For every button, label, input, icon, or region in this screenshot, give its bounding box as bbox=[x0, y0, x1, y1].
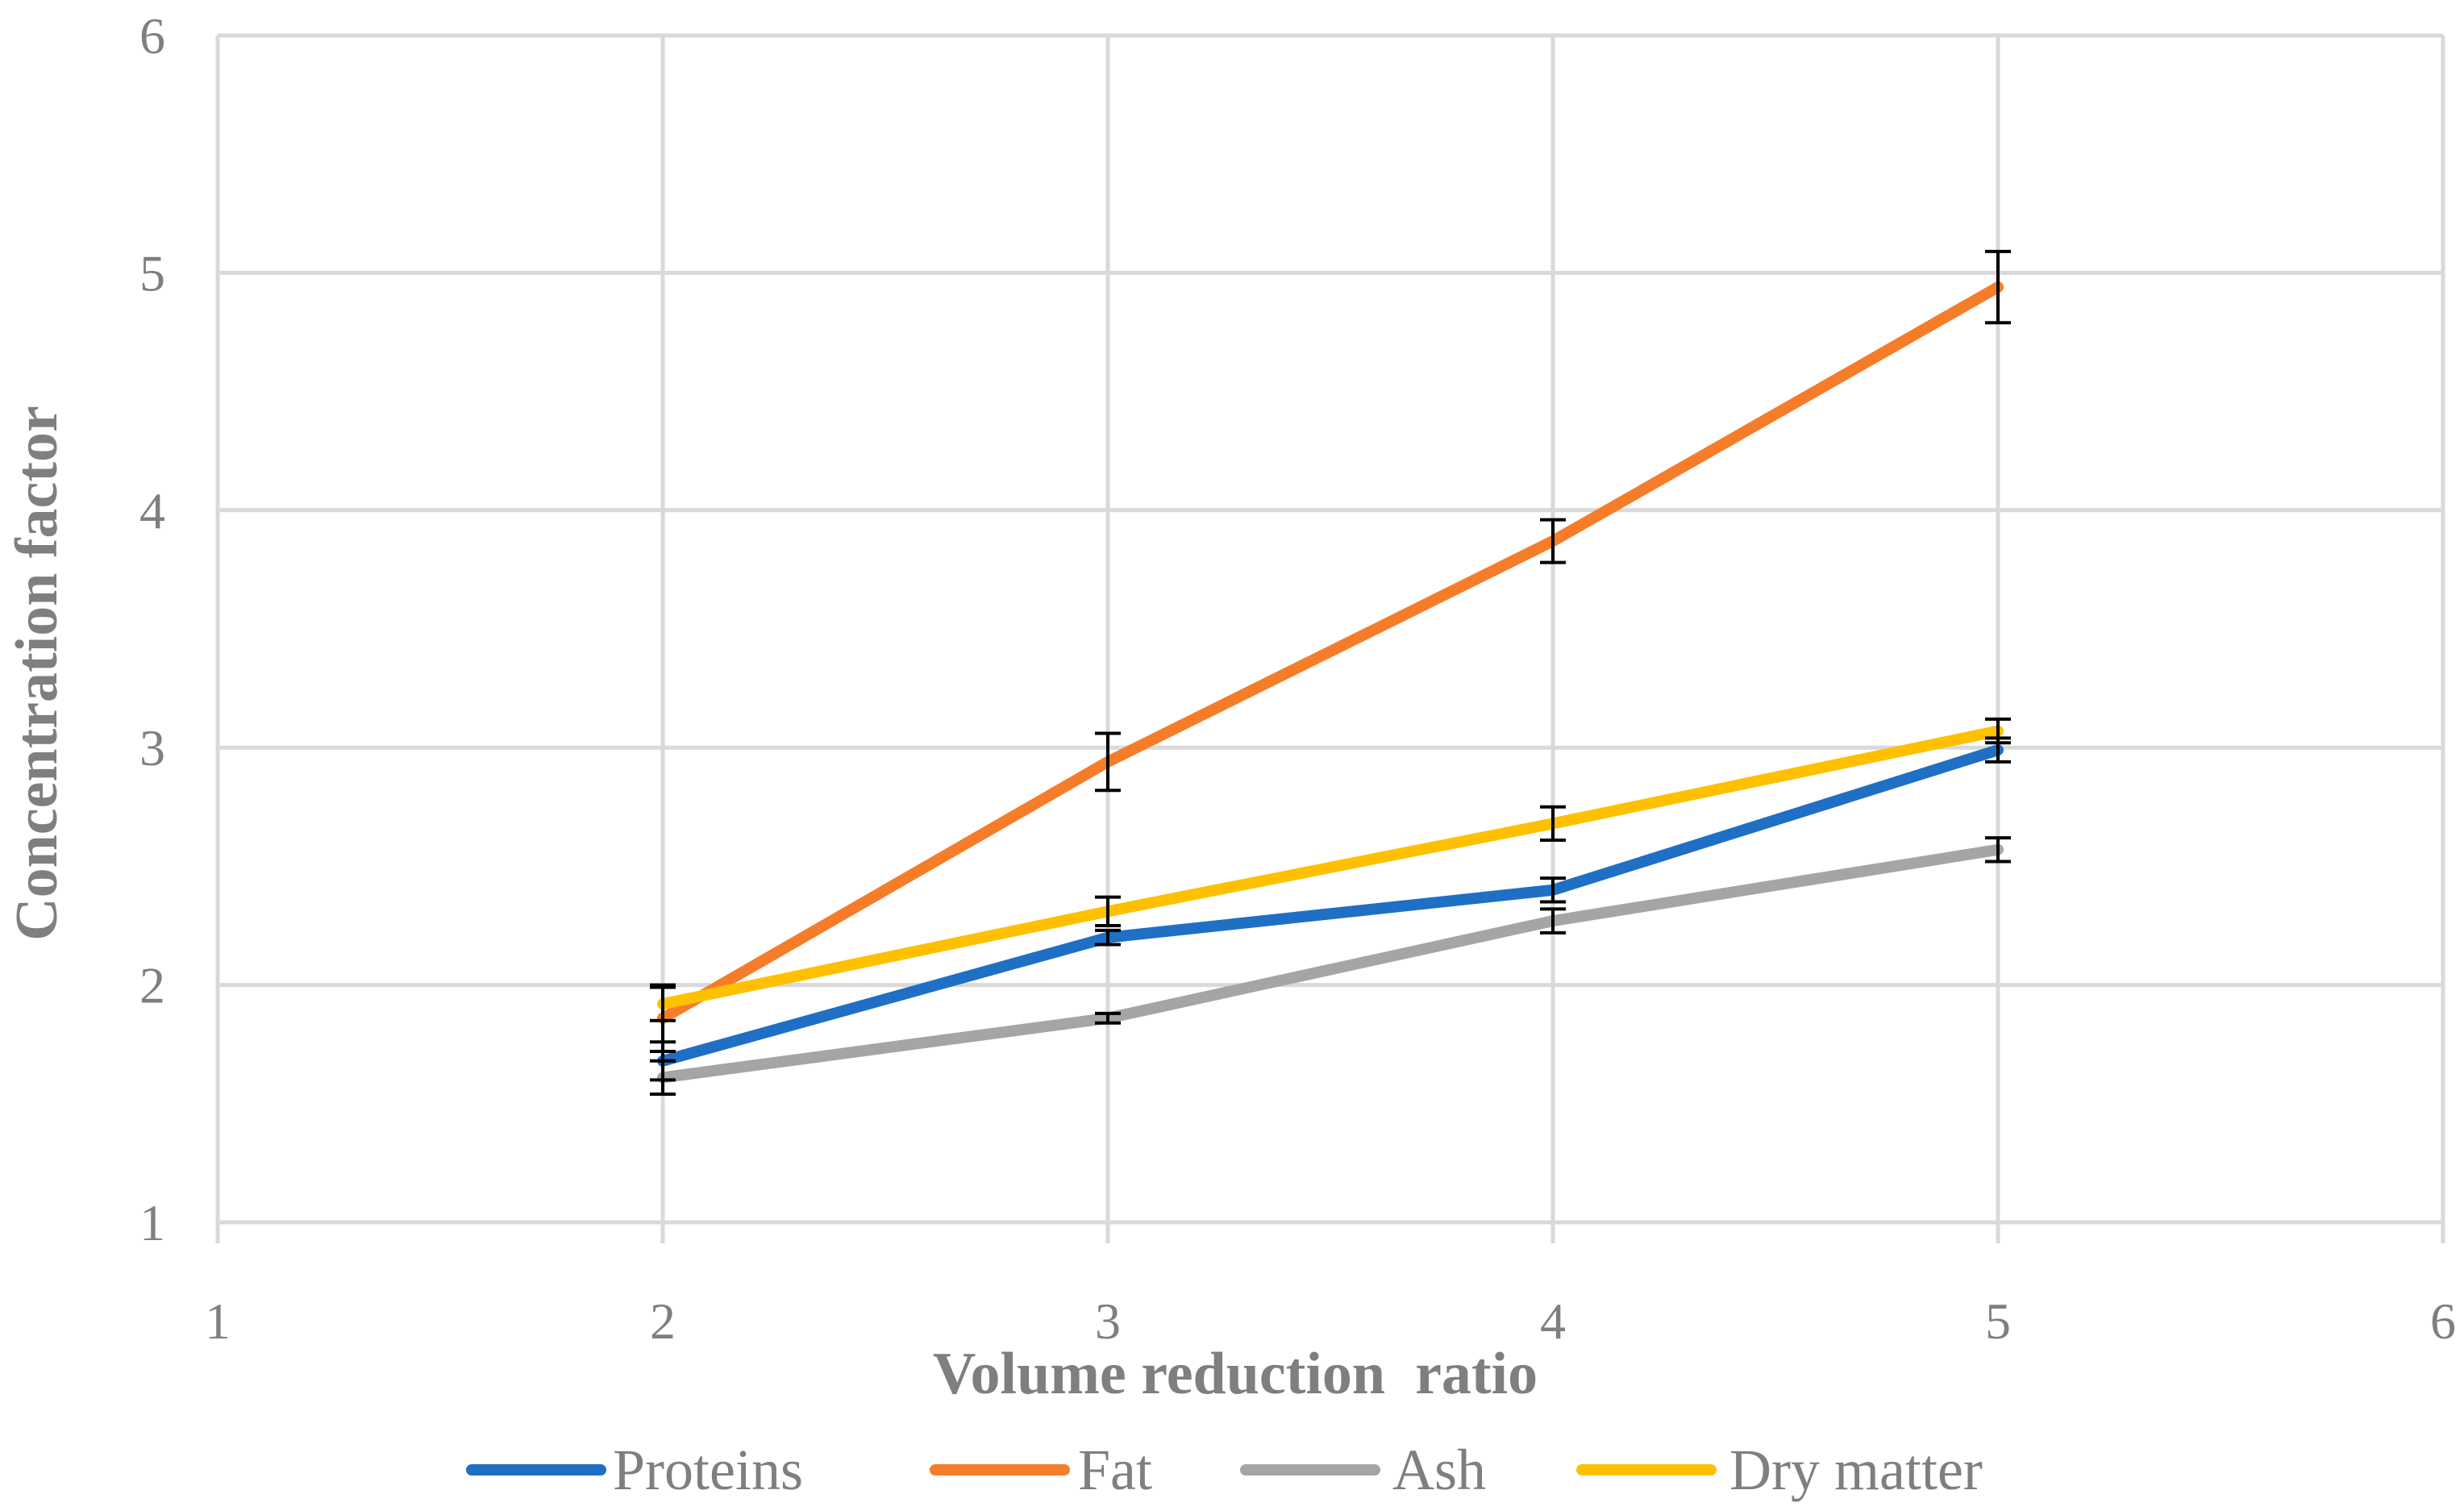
y-tick-label: 6 bbox=[139, 7, 165, 65]
legend-label: Ash bbox=[1392, 1438, 1486, 1502]
error-bar bbox=[1095, 895, 1121, 927]
y-axis-title: Concentration factor bbox=[4, 406, 70, 941]
error-bar bbox=[1540, 907, 1566, 934]
x-tick-label: 3 bbox=[1095, 1292, 1121, 1350]
grid bbox=[215, 33, 2445, 1243]
legend-item: Proteins bbox=[466, 1438, 803, 1502]
error-bar bbox=[1540, 876, 1566, 904]
y-tick-label: 3 bbox=[139, 719, 165, 776]
y-tick-label: 4 bbox=[139, 482, 165, 539]
error-bar bbox=[1985, 836, 2011, 864]
x-tick-label: 5 bbox=[1985, 1292, 2011, 1350]
error-bar bbox=[1095, 928, 1121, 947]
series-line-ash bbox=[657, 843, 2004, 1084]
legend-item: Dry matter bbox=[1576, 1438, 1983, 1502]
series-line-fat bbox=[657, 281, 2004, 1024]
error-bar bbox=[1095, 731, 1121, 793]
x-tick-label: 1 bbox=[205, 1292, 231, 1350]
error-bar bbox=[1540, 805, 1566, 843]
error-bar bbox=[650, 1059, 676, 1097]
error-bar bbox=[1540, 518, 1566, 564]
legend-item: Ash bbox=[1240, 1438, 1486, 1502]
x-axis-ticks: 1 2 3 4 5 6 bbox=[205, 1292, 2456, 1350]
y-axis-ticks: 1 2 3 4 5 6 bbox=[139, 7, 165, 1251]
legend-label: Fat bbox=[1078, 1438, 1152, 1502]
series-line-dry-matter bbox=[657, 725, 2004, 1010]
x-tick-label: 2 bbox=[650, 1292, 676, 1350]
error-bar bbox=[1095, 1011, 1121, 1025]
y-tick-label: 2 bbox=[139, 957, 165, 1014]
error-bar bbox=[1985, 249, 2011, 325]
error-bar bbox=[650, 985, 676, 1022]
y-tick-label: 5 bbox=[139, 244, 165, 302]
x-tick-label: 6 bbox=[2430, 1292, 2456, 1350]
error-bar bbox=[1985, 717, 2011, 745]
series-group bbox=[657, 281, 2004, 1084]
error-bars bbox=[650, 249, 2011, 1097]
series-line-proteins bbox=[657, 744, 2004, 1067]
x-tick-label: 4 bbox=[1540, 1292, 1566, 1350]
x-axis-title: Volume reduction ratio bbox=[933, 1341, 1538, 1407]
legend-label: Dry matter bbox=[1729, 1438, 1983, 1502]
legend: Proteins Fat Ash Dry matter bbox=[466, 1438, 1983, 1502]
y-tick-label: 1 bbox=[139, 1194, 165, 1251]
legend-item: Fat bbox=[930, 1438, 1152, 1502]
legend-label: Proteins bbox=[613, 1438, 803, 1502]
